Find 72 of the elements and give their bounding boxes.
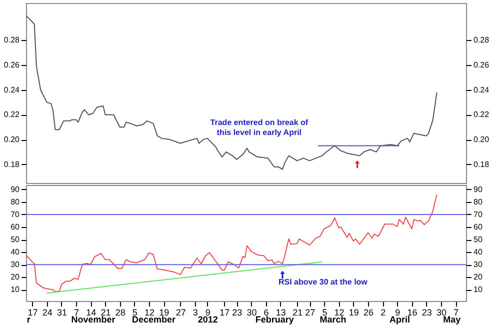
x-tick-label: 5 [132, 308, 138, 318]
x-tick-label: 21 [292, 308, 303, 318]
x2-tick-label: May [443, 314, 461, 324]
x-tick-label: 16 [407, 308, 418, 318]
y-tick-label: 0.18 [4, 160, 20, 169]
x-tick-label: 27 [305, 308, 316, 318]
x-tick-label: 14 [86, 308, 96, 318]
x-tick-label: 30 [246, 308, 257, 318]
x-tick-label: 12 [144, 308, 155, 318]
y-tick-label: 0.28 [4, 36, 20, 45]
x-tick-label: 30 [436, 308, 446, 318]
x-tick-label: 17 [220, 308, 230, 318]
y-tick-label: 20 [10, 272, 20, 282]
y2-tick-label: 0.24 [474, 85, 490, 94]
line-series [26, 14, 438, 170]
x-tick-label: 13 [276, 308, 286, 318]
x-tick-label: 26 [363, 308, 374, 318]
x2-tick-label: April [390, 314, 410, 324]
y-tick-label: 10 [10, 285, 20, 294]
y2-tick-label: 60 [474, 222, 483, 232]
y2-tick-label: 20 [474, 272, 483, 282]
y-tick-label: 60 [10, 222, 20, 232]
x-tick-label: 7 [454, 308, 459, 318]
annotation: Trade entered on break of this level in early April [210, 118, 308, 138]
x-tick-label: 17 [28, 308, 38, 318]
x-tick-label: 23 [232, 308, 242, 318]
y2-tick-label: 80 [474, 197, 483, 206]
x-tick-label: 27 [176, 308, 186, 318]
y2-tick-label: 0.18 [474, 160, 490, 169]
x-tick-label: 3 [192, 308, 198, 318]
y2-tick-label: 90 [474, 184, 483, 194]
y-tick-label: 70 [10, 210, 20, 219]
x-tick-label: 9 [395, 308, 400, 318]
y-tick-label: 0.22 [4, 110, 20, 120]
y2-tick-label: 0.28 [474, 36, 490, 45]
y2-tick-label: 50 [474, 235, 483, 244]
y-tick-label: 90 [10, 184, 20, 194]
x2-tick-label: November [71, 314, 116, 324]
y-tick-label: 0.20 [4, 135, 20, 144]
x-tick-label: 23 [422, 308, 432, 318]
y2-tick-label: 70 [474, 210, 483, 219]
x-tick-label: 6 [264, 308, 269, 318]
annotation: RSI above 30 at the low [278, 278, 368, 287]
x2-tick-label: r [26, 314, 31, 324]
x2-tick-label: March [320, 314, 346, 324]
x-tick-label: 24 [42, 308, 52, 318]
x2-tick-label: December [132, 314, 176, 324]
x-tick-label: 28 [115, 308, 126, 318]
y-tick-label: 80 [10, 197, 20, 206]
y-tick-label: 0.24 [4, 85, 20, 94]
y2-tick-label: 0.20 [474, 135, 490, 144]
y-tick-label: 50 [10, 235, 20, 244]
x-tick-label: 21 [100, 308, 111, 318]
y2-tick-label: 40 [474, 248, 483, 257]
y2-tick-label: 0.22 [474, 110, 490, 120]
y2-tick-label: 10 [474, 285, 483, 294]
line-series [26, 194, 438, 292]
y-tick-label: 40 [10, 248, 20, 257]
x-tick-label: 31 [56, 308, 67, 318]
x-tick-label: 2 [380, 308, 386, 318]
x-tick-label: 12 [334, 308, 344, 318]
x-tick-label: 19 [348, 308, 359, 318]
x2-tick-label: February [255, 314, 294, 324]
x-tick-label: 19 [159, 308, 170, 318]
y-tick-label: 0.26 [4, 60, 20, 70]
y2-tick-label: 0.26 [474, 60, 490, 70]
x-tick-label: 7 [74, 308, 80, 318]
y-tick-label: 30 [10, 260, 20, 270]
x-tick-label: 5 [322, 308, 328, 318]
x-tick-label: 9 [205, 308, 210, 318]
y2-tick-label: 30 [474, 260, 483, 270]
x2-tick-label: 2012 [198, 314, 218, 324]
